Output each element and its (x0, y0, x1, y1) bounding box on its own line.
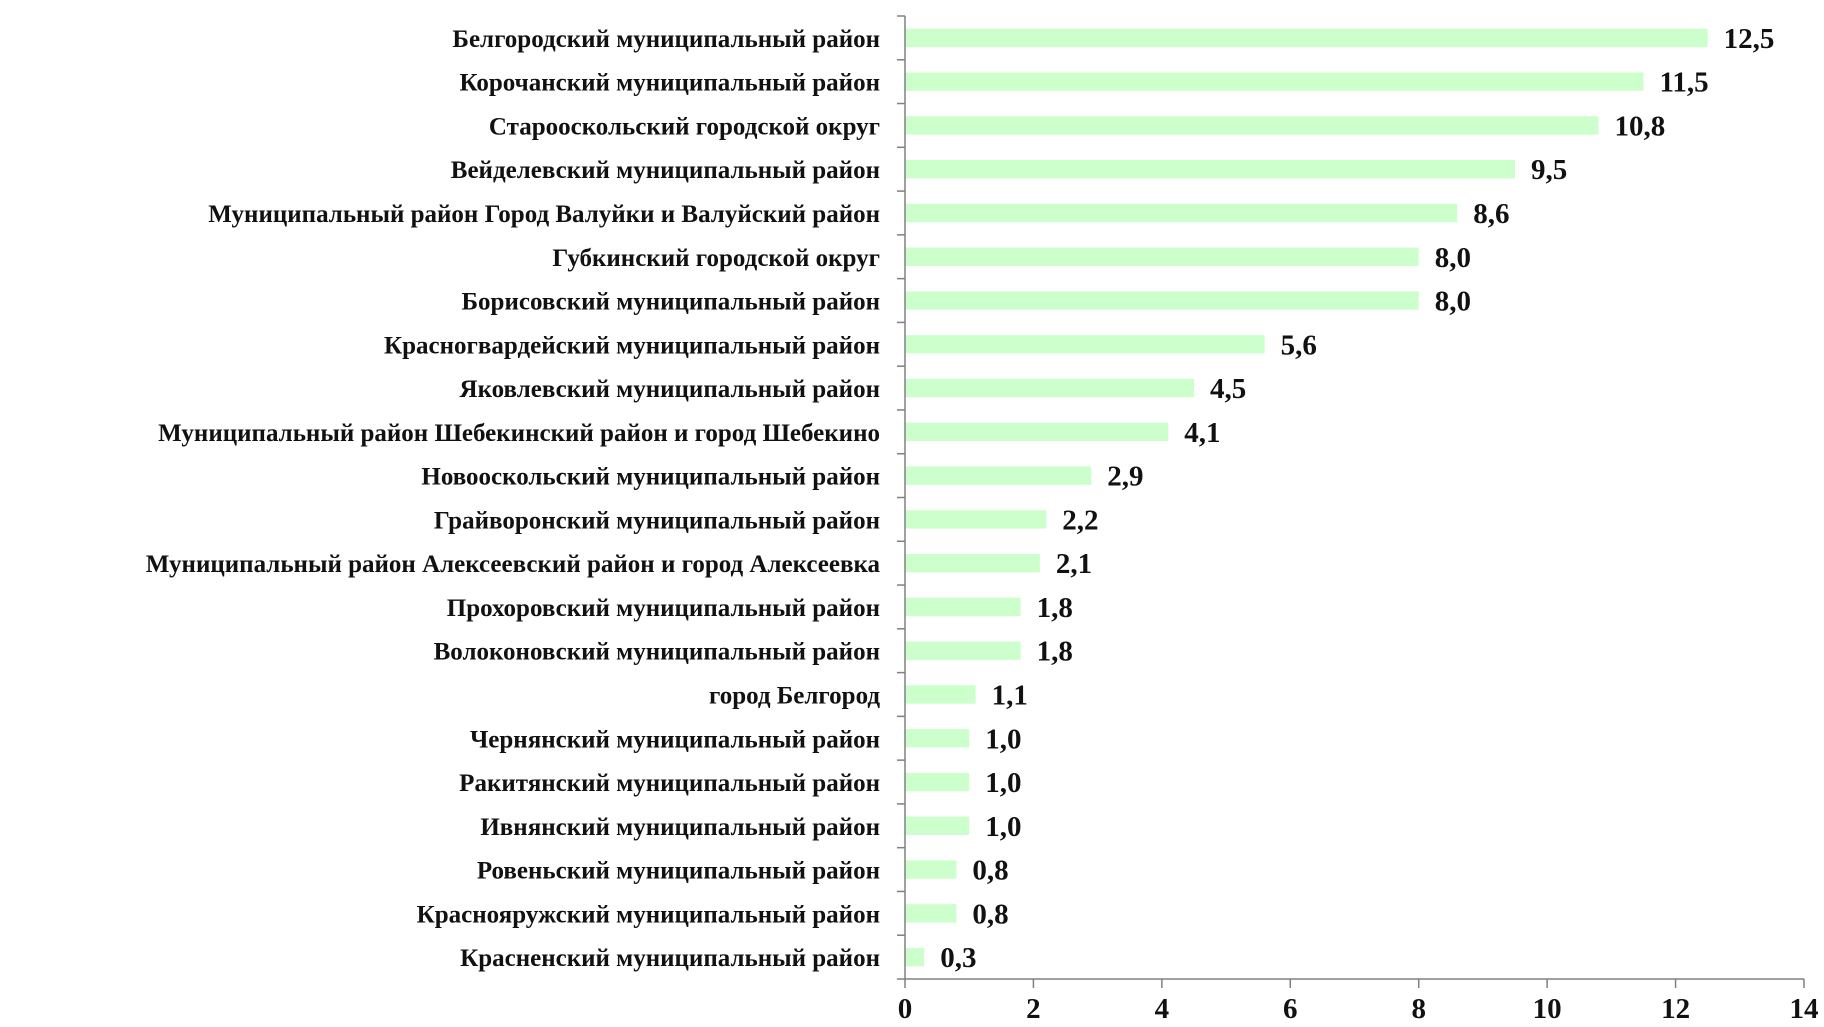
category-label: Белгородский муниципальный район (452, 26, 880, 53)
bar (905, 203, 1458, 223)
data-label: 8,6 (1473, 198, 1509, 230)
category-label: Чернянский муниципальный район (470, 726, 880, 753)
data-label: 9,5 (1531, 154, 1567, 186)
data-label: 4,5 (1210, 373, 1246, 405)
bar (905, 772, 970, 792)
x-tick-label: 0 (898, 993, 913, 1025)
bar (905, 247, 1419, 266)
category-label: Старооскольский городской округ (489, 113, 880, 140)
category-label: Яковлевский муниципальный район (460, 376, 880, 403)
bar (905, 335, 1265, 354)
category-label: город Белгород (709, 682, 880, 709)
data-label: 2,1 (1056, 548, 1092, 580)
category-label: Корочанский муниципальный район (459, 70, 880, 97)
data-label: 12,5 (1724, 23, 1775, 55)
bars-group (905, 28, 1708, 967)
category-label: Красногвардейский муниципальный район (384, 332, 880, 359)
category-label: Красненский муниципальный район (460, 945, 880, 972)
data-label: 5,6 (1281, 329, 1317, 361)
data-label: 0,3 (940, 942, 976, 974)
category-label: Ивнянский муниципальный район (480, 814, 880, 841)
data-label: 1,0 (985, 767, 1021, 799)
bar (905, 685, 976, 704)
bar (905, 291, 1419, 310)
bar (905, 947, 925, 967)
bar (905, 510, 1047, 529)
bar (905, 641, 1021, 660)
data-label: 0,8 (972, 898, 1008, 930)
category-label: Муниципальный район Шебекинский район и … (158, 420, 880, 447)
bar (905, 378, 1194, 398)
x-tick-label: 2 (1026, 993, 1041, 1025)
axes-group: 0 2 4 6 8 10 12 14 (897, 15, 1819, 1025)
category-labels-group: Белгородский муниципальный район Корочанс… (146, 26, 881, 972)
bar (905, 816, 970, 835)
category-label: Прохоровский муниципальный район (447, 595, 880, 622)
x-tick-label: 6 (1283, 993, 1298, 1025)
bar (905, 28, 1708, 48)
x-tick-label: 14 (1790, 993, 1819, 1025)
data-label: 2,2 (1062, 504, 1098, 536)
bar (905, 904, 957, 923)
data-label: 1,8 (1037, 592, 1073, 624)
bar (905, 597, 1021, 617)
category-label: Муниципальный район Город Валуйки и Валу… (208, 201, 880, 228)
data-label: 8,0 (1435, 286, 1471, 318)
x-tick-label: 12 (1661, 993, 1690, 1025)
bar (905, 72, 1644, 91)
category-label: Ракитянский муниципальный район (459, 770, 880, 797)
bar (905, 116, 1599, 135)
bar (905, 860, 957, 879)
category-label: Грайворонский муниципальный район (434, 507, 880, 534)
x-tick-label: 8 (1411, 993, 1426, 1025)
data-label: 10,8 (1615, 110, 1666, 142)
data-label: 4,1 (1184, 417, 1220, 449)
category-label: Новооскольский муниципальный район (421, 464, 880, 491)
x-tick-label: 10 (1533, 993, 1562, 1025)
data-label: 1,8 (1037, 636, 1073, 668)
category-label: Муниципальный район Алексеевский район и… (146, 551, 881, 578)
x-tick-label: 4 (1155, 993, 1170, 1025)
category-label: Краснояружский муниципальный район (417, 901, 880, 928)
data-label: 0,8 (972, 855, 1008, 887)
bar (905, 729, 970, 748)
data-label: 11,5 (1659, 67, 1708, 99)
data-label: 1,0 (985, 723, 1021, 755)
data-label: 8,0 (1435, 242, 1471, 274)
data-label: 1,0 (985, 811, 1021, 843)
data-label: 1,1 (992, 679, 1028, 711)
bar (905, 553, 1040, 573)
category-label: Губкинский городской округ (552, 245, 880, 272)
category-label: Борисовский муниципальный район (462, 289, 880, 316)
bar (905, 422, 1169, 442)
bar (905, 160, 1516, 179)
category-label: Волоконовский муниципальный район (434, 639, 880, 666)
category-label: Ровеньский муниципальный район (477, 858, 880, 885)
bar (905, 466, 1092, 485)
data-label: 2,9 (1107, 461, 1143, 493)
category-label: Вейделевский муниципальный район (451, 157, 880, 184)
value-labels-group: 12,511,510,89,58,68,08,05,64,54,12,92,22… (940, 23, 1774, 974)
